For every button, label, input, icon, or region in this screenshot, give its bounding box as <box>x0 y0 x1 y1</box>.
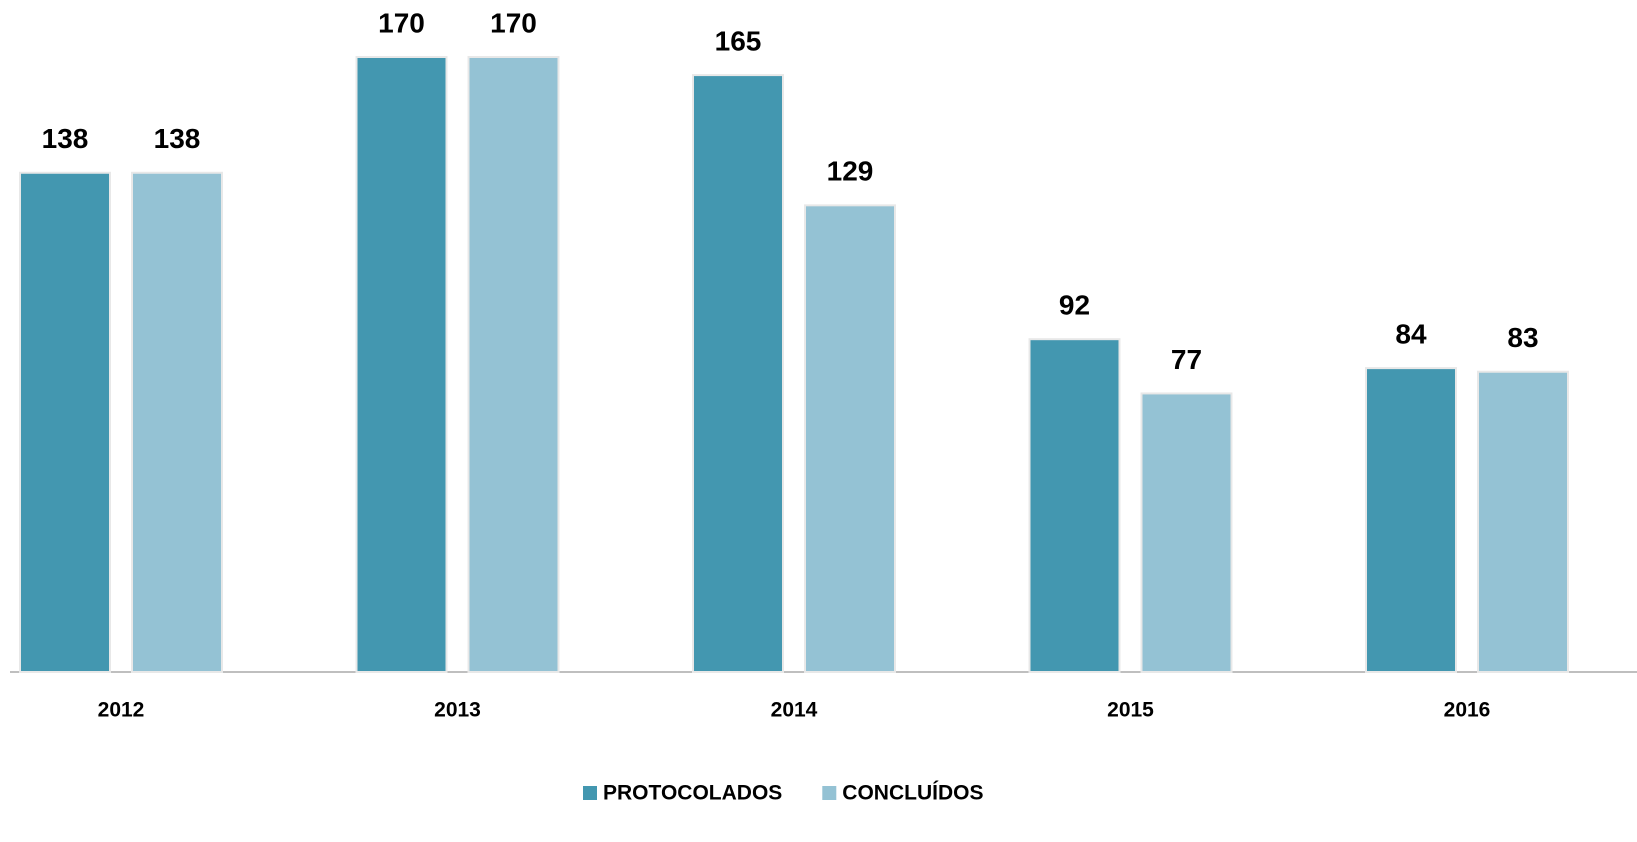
bar <box>692 74 784 673</box>
data-label: 77 <box>1171 344 1202 375</box>
legend-swatch <box>583 786 597 800</box>
bar <box>1028 338 1121 673</box>
bar <box>804 204 896 674</box>
data-label: 84 <box>1395 319 1427 350</box>
data-label: 170 <box>490 7 537 38</box>
data-label: 165 <box>715 25 762 56</box>
x-tick-label: 2014 <box>771 699 818 722</box>
data-label: 138 <box>154 123 201 154</box>
data-label: 170 <box>378 7 425 38</box>
bar <box>467 56 560 673</box>
legend-label: CONCLUÍDOS <box>842 782 983 805</box>
data-label: 83 <box>1507 322 1538 353</box>
bar <box>19 171 111 673</box>
legend-swatch <box>822 786 837 800</box>
data-label: 138 <box>42 123 89 154</box>
bar <box>1477 370 1569 673</box>
bar <box>1365 367 1457 673</box>
bar <box>1140 392 1233 673</box>
bar <box>355 56 448 673</box>
x-tick-label: 2013 <box>434 699 481 722</box>
x-tick-label: 2016 <box>1444 699 1491 722</box>
bar <box>131 171 223 673</box>
x-tick-label: 2012 <box>98 699 145 722</box>
data-label: 129 <box>827 156 874 187</box>
data-label: 92 <box>1059 290 1090 321</box>
legend-label: PROTOCOLADOS <box>603 782 782 805</box>
x-tick-label: 2015 <box>1107 699 1154 722</box>
